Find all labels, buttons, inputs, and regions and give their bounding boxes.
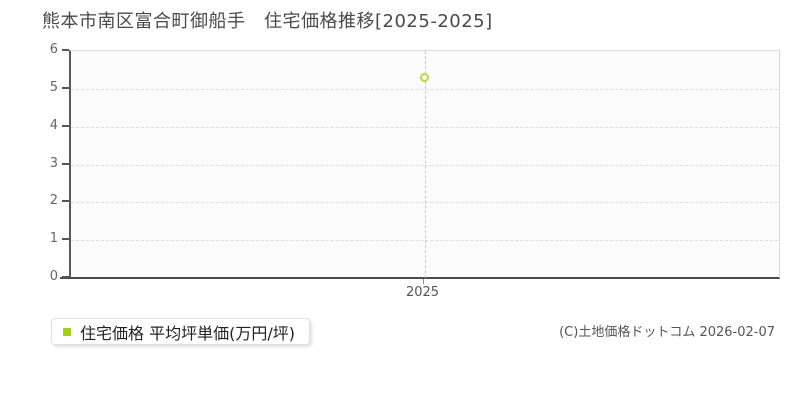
legend-marker-swatch <box>63 327 71 336</box>
x-axis-tick <box>422 279 424 284</box>
copyright-text: (C)土地価格ドットコム 2026-02-07 <box>559 325 775 340</box>
y-axis-label: 0 <box>49 269 58 284</box>
y-axis-tick <box>62 276 69 278</box>
y-axis-tick <box>62 86 69 89</box>
y-axis-label: 6 <box>49 42 58 57</box>
chart-title: 熊本市南区富合町御船手 住宅価格推移[2025-2025] <box>42 11 493 32</box>
category-guide-line <box>424 51 426 278</box>
legend-label: 住宅価格 平均坪単価(万円/坪) <box>80 323 295 343</box>
y-axis-label: 4 <box>49 117 58 133</box>
y-axis-label: 3 <box>49 155 58 171</box>
y-axis-label: 2 <box>49 193 58 209</box>
y-axis-tick <box>62 124 69 127</box>
plot-area <box>69 50 780 279</box>
legend: 住宅価格 平均坪単価(万円/坪) <box>51 318 310 345</box>
data-point <box>420 72 429 82</box>
y-axis-label: 5 <box>49 79 58 95</box>
x-axis-label: 2025 <box>405 285 440 300</box>
y-axis-tick <box>62 49 69 51</box>
y-axis-tick <box>62 200 69 203</box>
y-axis-tick <box>62 238 69 241</box>
y-axis-label: 1 <box>49 231 58 247</box>
x-axis-line-extension <box>60 277 70 279</box>
y-axis-tick <box>62 162 69 165</box>
